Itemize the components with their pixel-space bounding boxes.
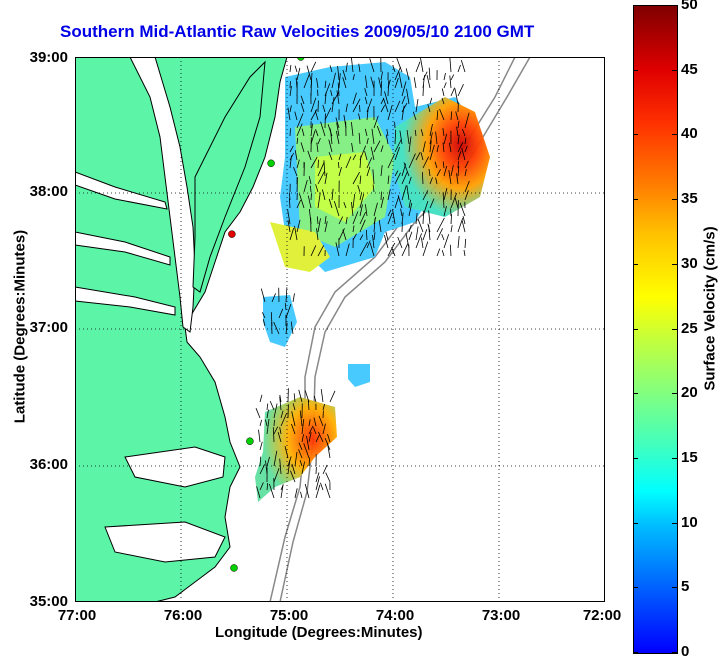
colorbar-tick-mark xyxy=(633,329,638,330)
x-tick-label: 77:00 xyxy=(47,607,107,624)
y-tick-label: 36:00 xyxy=(18,456,68,473)
velocity-vector xyxy=(290,128,291,136)
x-axis-label: Longitude (Degrees:Minutes) xyxy=(215,624,423,641)
colorbar-tick-label: 5 xyxy=(681,578,709,595)
velocity-vector xyxy=(274,420,275,426)
colorbar-tick-label: 0 xyxy=(681,643,709,660)
colorbar-tick-mark xyxy=(672,70,677,71)
colorbar-tick-mark xyxy=(633,134,638,135)
chart-title: Southern Mid-Atlantic Raw Velocities 200… xyxy=(60,22,534,42)
colorbar-tick-mark xyxy=(672,523,677,524)
colorbar-tick-mark xyxy=(672,393,677,394)
velocity-vector xyxy=(318,90,319,96)
x-tick-label: 73:00 xyxy=(471,607,531,624)
velocity-vector xyxy=(423,85,424,96)
colorbar-tick-label: 50 xyxy=(681,0,709,13)
colorbar-tick-mark xyxy=(672,5,677,6)
colorbar-tick-mark xyxy=(672,587,677,588)
colorbar-tick-mark xyxy=(633,5,638,6)
colorbar-label: Surface Velocity (cm/s) xyxy=(702,219,719,399)
colorbar-tick-mark xyxy=(672,134,677,135)
radar-station-marker xyxy=(228,231,235,238)
velocity-vector xyxy=(297,177,298,192)
velocity-vector xyxy=(290,81,291,88)
colorbar-tick-mark xyxy=(633,199,638,200)
velocity-vector xyxy=(458,161,459,168)
colorbar-tick-mark xyxy=(633,264,638,265)
colorbar-tick-mark xyxy=(633,652,638,653)
colorbar-tick-mark xyxy=(672,264,677,265)
velocity-vector xyxy=(381,192,382,200)
y-tick-label: 39:00 xyxy=(18,49,68,66)
colorbar-tick-mark xyxy=(633,393,638,394)
x-tick-label: 76:00 xyxy=(153,607,213,624)
colorbar-tick-mark xyxy=(672,652,677,653)
velocity-vector xyxy=(318,160,319,168)
x-tick-label: 74:00 xyxy=(365,607,425,624)
colorbar xyxy=(633,5,678,654)
y-tick-label: 38:00 xyxy=(18,183,68,200)
y-axis-label: Latitude (Degrees:Minutes) xyxy=(12,227,29,427)
velocity-vector xyxy=(360,105,361,112)
x-tick-label: 75:00 xyxy=(259,607,319,624)
colorbar-tick-mark xyxy=(672,329,677,330)
x-tick-label: 72:00 xyxy=(572,607,632,624)
colorbar-tick-mark xyxy=(633,587,638,588)
radar-station-marker xyxy=(246,438,253,445)
colorbar-tick-mark xyxy=(672,199,677,200)
colorbar-tick-mark xyxy=(633,458,638,459)
colorbar-tick-mark xyxy=(633,70,638,71)
colorbar-tick-label: 40 xyxy=(681,125,709,142)
colorbar-tick-label: 35 xyxy=(681,190,709,207)
colorbar-tick-label: 15 xyxy=(681,449,709,466)
radar-station-marker xyxy=(231,564,238,571)
colorbar-tick-label: 10 xyxy=(681,514,709,531)
colorbar-tick-mark xyxy=(672,458,677,459)
radar-station-marker xyxy=(268,160,275,167)
velocity-vector xyxy=(311,194,312,200)
colorbar-tick-label: 45 xyxy=(681,61,709,78)
velocity-map xyxy=(75,57,605,602)
colorbar-tick-mark xyxy=(633,523,638,524)
